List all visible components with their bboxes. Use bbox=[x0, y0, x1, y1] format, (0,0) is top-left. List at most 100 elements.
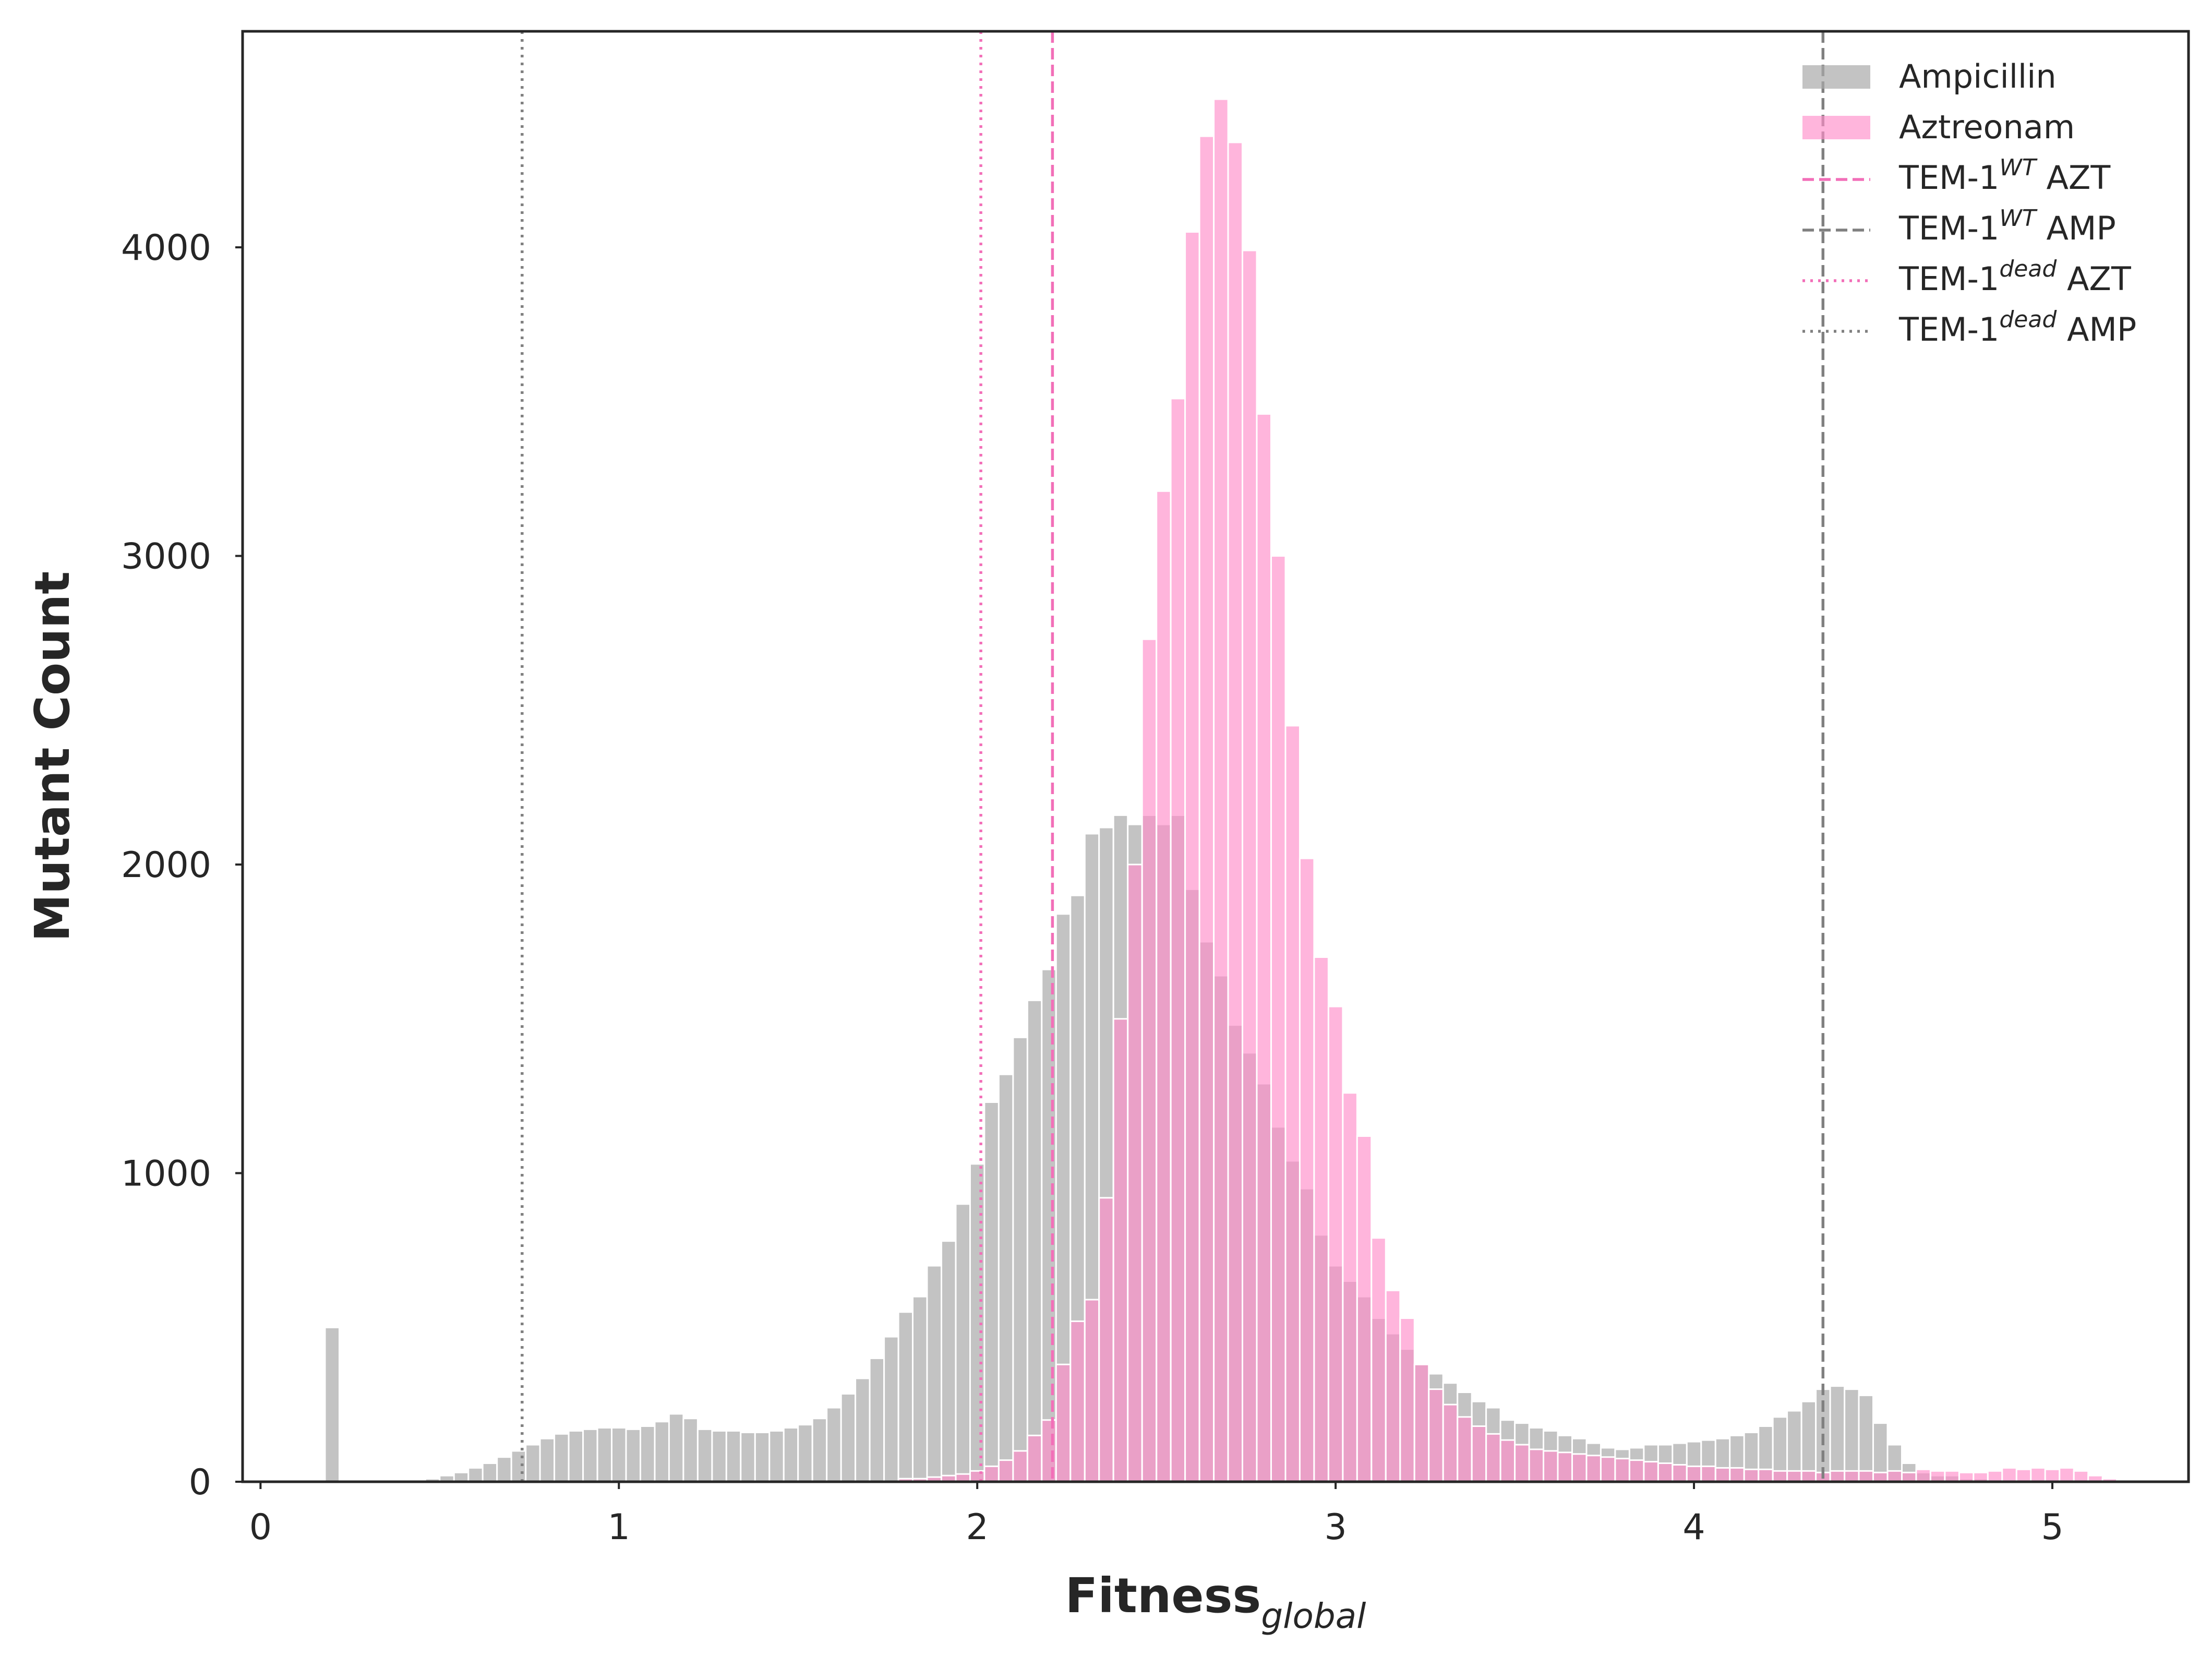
y-tick-label: 4000 bbox=[121, 227, 211, 269]
aztreonam-bar bbox=[1958, 1471, 1975, 1483]
ampicillin-bar bbox=[539, 1437, 556, 1483]
aztreonam-bar bbox=[1872, 1471, 1889, 1483]
aztreonam-bar bbox=[997, 1459, 1014, 1483]
aztreonam-bar bbox=[1987, 1470, 2003, 1483]
aztreonam-bar bbox=[1557, 1451, 1573, 1483]
ampicillin-bar bbox=[883, 1336, 899, 1483]
aztreonam-bar bbox=[1313, 956, 1329, 1483]
y-axis-title: Mutant Count bbox=[25, 571, 80, 942]
aztreonam-bar bbox=[1571, 1453, 1588, 1483]
aztreonam-bar bbox=[1485, 1433, 1501, 1483]
aztreonam-bar bbox=[1213, 98, 1229, 1483]
aztreonam-bar bbox=[1600, 1456, 1616, 1483]
x-tick-label: 3 bbox=[1324, 1507, 1347, 1548]
y-tick-label: 0 bbox=[189, 1462, 211, 1503]
aztreonam-bar bbox=[1686, 1465, 1702, 1483]
ampicillin-bar bbox=[1829, 1385, 1846, 1483]
aztreonam-bar bbox=[1399, 1317, 1415, 1483]
aztreonam-bar bbox=[1284, 725, 1301, 1483]
x-tick-label: 0 bbox=[249, 1507, 272, 1548]
ampicillin-bar bbox=[482, 1462, 498, 1483]
ampicillin-bar bbox=[467, 1467, 484, 1483]
ampicillin-bar bbox=[725, 1430, 742, 1483]
aztreonam-bar bbox=[1528, 1448, 1545, 1483]
ampicillin-bar bbox=[926, 1265, 942, 1483]
aztreonam-bar bbox=[1170, 398, 1186, 1483]
aztreonam-bar bbox=[1514, 1444, 1530, 1483]
aztreonam-bar bbox=[1772, 1470, 1788, 1483]
aztreonam-bar bbox=[1256, 413, 1272, 1483]
ampicillin-bar bbox=[855, 1377, 871, 1483]
aztreonam-bar bbox=[2001, 1467, 2017, 1483]
aztreonam-bar bbox=[1471, 1425, 1487, 1483]
aztreonam-bar bbox=[1299, 857, 1315, 1483]
legend: Ampicillin Aztreonam TEM-1WT AZT TEM-1WT AM… bbox=[1802, 57, 2136, 349]
aztreonam-bar bbox=[1069, 1320, 1086, 1483]
ampicillin-bar bbox=[568, 1430, 584, 1483]
ampicillin-bar bbox=[1858, 1394, 1874, 1483]
ampicillin-bar bbox=[596, 1427, 613, 1483]
aztreonam-bar bbox=[2044, 1468, 2061, 1483]
aztreonam-bar bbox=[1098, 1197, 1114, 1483]
aztreonam-bar bbox=[2030, 1467, 2046, 1483]
ampicillin-bar bbox=[582, 1428, 598, 1483]
aztreonam-bar bbox=[1543, 1450, 1559, 1483]
aztreonam-bar bbox=[2059, 1467, 2075, 1483]
legend-label: TEM-1dead AMP bbox=[1898, 306, 2136, 349]
aztreonam-bar bbox=[1026, 1434, 1043, 1483]
aztreonam-bar bbox=[1356, 1135, 1373, 1483]
ampicillin-bar bbox=[1844, 1388, 1860, 1483]
aztreonam-bar bbox=[1672, 1464, 1688, 1483]
ampicillin-bar bbox=[797, 1424, 813, 1483]
aztreonam-bar bbox=[1442, 1403, 1459, 1483]
y-tick-label: 3000 bbox=[121, 536, 211, 578]
ampicillin-bar bbox=[640, 1425, 656, 1483]
aztreonam-bar bbox=[2073, 1470, 2089, 1483]
ampicillin-bar bbox=[654, 1421, 670, 1483]
aztreonam-bar bbox=[1270, 555, 1287, 1483]
aztreonam-bars bbox=[897, 98, 2132, 1483]
x-tick-label: 1 bbox=[608, 1507, 630, 1548]
aztreonam-bar bbox=[1915, 1468, 1931, 1483]
x-axis-title: Fitnessglobal bbox=[1065, 1568, 1366, 1636]
ampicillin-bar bbox=[1800, 1400, 1817, 1483]
aztreonam-bar bbox=[1858, 1470, 1874, 1483]
ampicillin-bar bbox=[997, 1073, 1014, 1483]
aztreonam-bar bbox=[1714, 1467, 1731, 1483]
ampicillin-bar bbox=[969, 1163, 985, 1483]
aztreonam-bar bbox=[1628, 1459, 1645, 1483]
ampicillin-bar bbox=[668, 1413, 684, 1483]
aztreonam-bar bbox=[1829, 1470, 1846, 1483]
y-tick-label: 1000 bbox=[121, 1154, 211, 1195]
ampicillin-bar bbox=[554, 1433, 570, 1483]
ampicillin-bar bbox=[1026, 999, 1043, 1483]
aztreonam-bar bbox=[1127, 863, 1143, 1483]
aztreonam-bar bbox=[1743, 1468, 1760, 1483]
x-axis-title-subscript: global bbox=[1261, 1596, 1366, 1636]
aztreonam-bar bbox=[1585, 1455, 1602, 1483]
aztreonam-bar bbox=[1643, 1461, 1659, 1483]
aztreonam-bar bbox=[1614, 1458, 1630, 1483]
ampicillin-bar bbox=[826, 1407, 842, 1483]
legend-label: TEM-1WT AMP bbox=[1898, 205, 2116, 247]
ampicillin-bar bbox=[625, 1428, 641, 1483]
ampicillin-bar bbox=[740, 1431, 756, 1483]
ampicillin-bar bbox=[611, 1427, 627, 1483]
ampicillin-bar bbox=[869, 1357, 885, 1483]
aztreonam-bar bbox=[1929, 1470, 1946, 1483]
aztreonam-bar bbox=[1055, 1363, 1072, 1483]
x-tick-label: 5 bbox=[2041, 1507, 2063, 1548]
ampicillin-bar bbox=[1041, 968, 1057, 1483]
aztreonam-bar bbox=[1457, 1416, 1473, 1483]
aztreonam-bar bbox=[2015, 1468, 2032, 1483]
aztreonam-bar bbox=[1758, 1468, 1774, 1483]
aztreonam-bar bbox=[1227, 141, 1243, 1483]
aztreonam-bar bbox=[1886, 1470, 1903, 1483]
ampicillin-bar bbox=[754, 1431, 771, 1483]
x-tick-labels: 0 1 2 3 4 5 bbox=[249, 1482, 2064, 1548]
aztreonam-bar bbox=[1973, 1471, 1989, 1483]
ampicillin-bar bbox=[768, 1430, 785, 1483]
ampicillin-bar bbox=[525, 1444, 541, 1483]
aztreonam-bar bbox=[1901, 1471, 1917, 1483]
